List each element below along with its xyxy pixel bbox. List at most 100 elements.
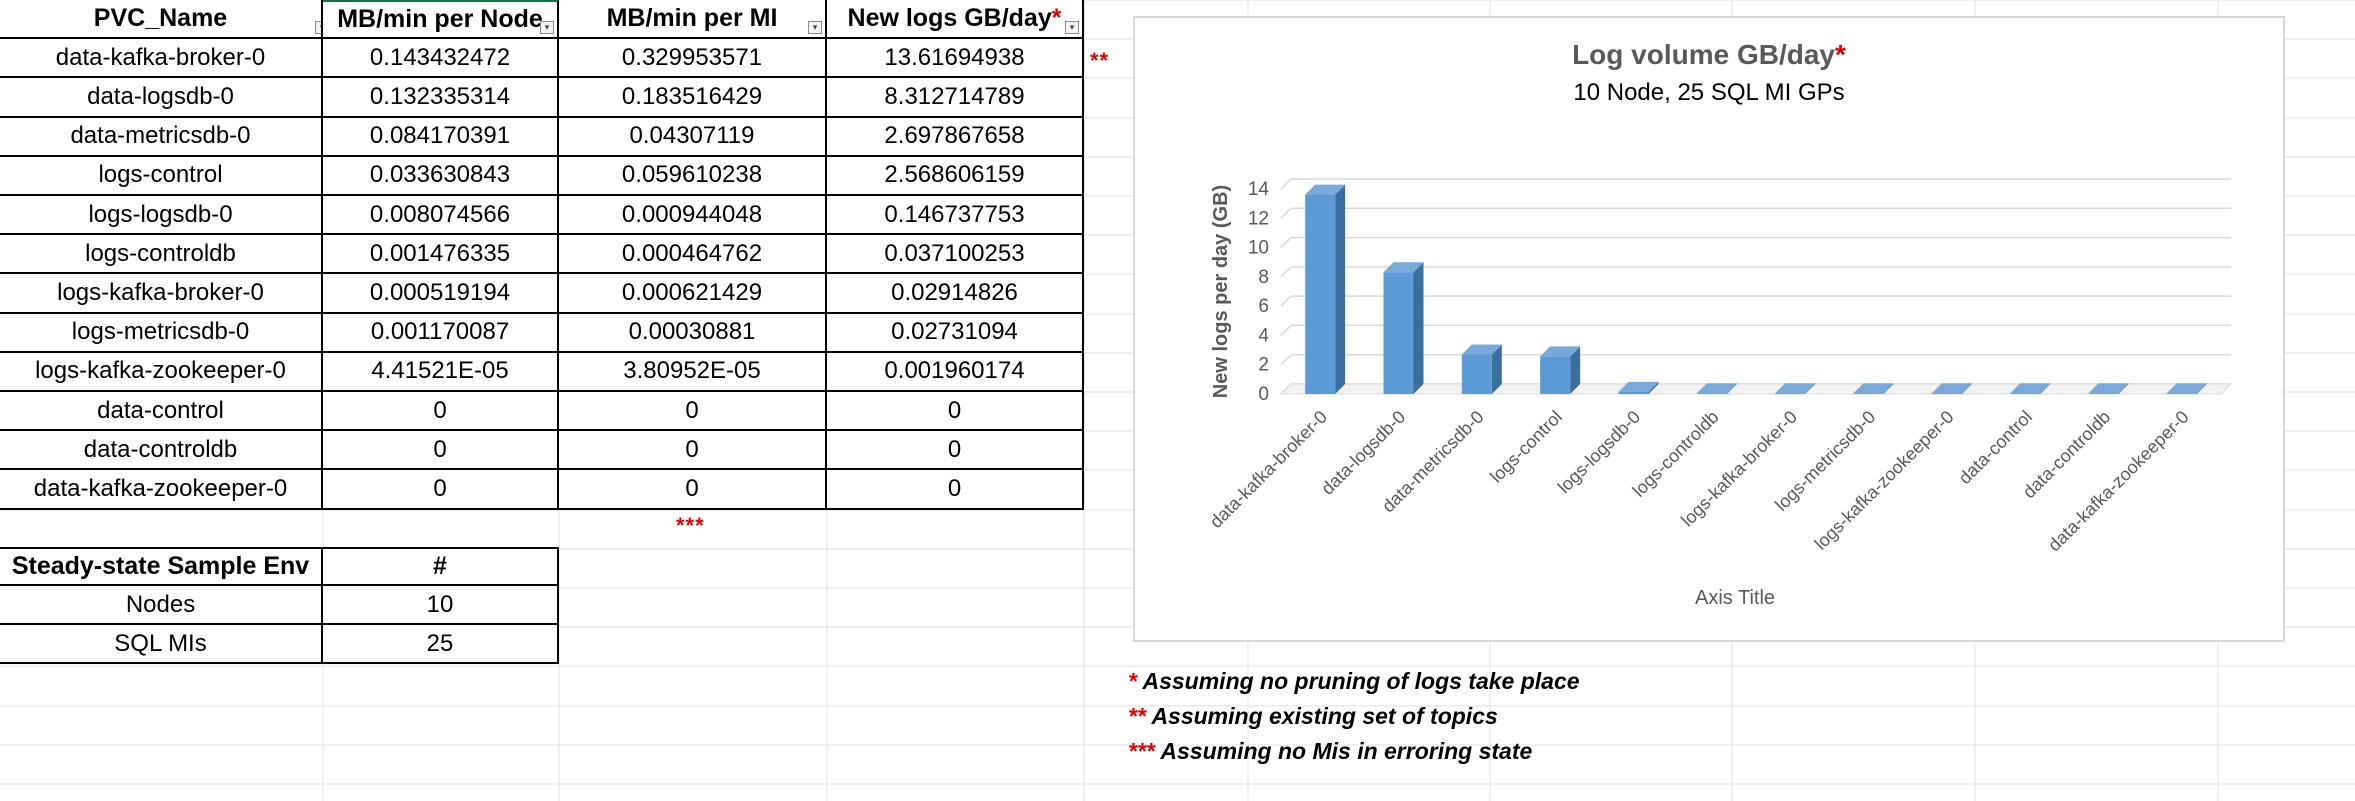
value-cell[interactable]: 8.312714789 <box>827 78 1084 118</box>
chart-floor <box>1279 383 2233 395</box>
value-cell[interactable]: 0.329953571 <box>559 39 827 79</box>
bar[interactable] <box>1540 346 1581 394</box>
col-header-3[interactable]: New logs GB/day * ▾ <box>827 0 1084 40</box>
bar-front <box>1540 356 1571 394</box>
value-cell[interactable]: 0.146737753 <box>827 196 1084 236</box>
value-cell[interactable]: 0 <box>827 470 1084 510</box>
bar-top <box>1775 383 1816 394</box>
pvc-name-cell[interactable]: data-metricsdb-0 <box>0 117 323 157</box>
pvc-name-cell[interactable]: logs-kafka-zookeeper-0 <box>0 352 323 392</box>
y-tick-label: 0 <box>1258 384 1269 405</box>
value-cell[interactable]: 0 <box>323 431 559 471</box>
bar[interactable] <box>1461 344 1502 394</box>
bar-front <box>1775 393 1806 394</box>
bar-top <box>1461 344 1502 355</box>
chart-canvas: Log volume GB/day* 10 Node, 25 SQL MI GPs… <box>1206 39 2233 609</box>
value-cell[interactable]: 0.037100253 <box>827 235 1084 275</box>
bar-top <box>1383 262 1424 273</box>
value-cell[interactable]: 0.008074566 <box>323 196 559 236</box>
pvc-name-cell[interactable]: logs-metricsdb-0 <box>0 313 323 353</box>
bar[interactable] <box>2088 383 2129 394</box>
value-cell[interactable]: 0.033630843 <box>323 156 559 196</box>
bar[interactable] <box>1618 381 1659 394</box>
value-cell[interactable]: 2.568606159 <box>827 156 1084 196</box>
env-cell[interactable]: SQL MIs <box>0 625 323 664</box>
filter-dropdown-icon[interactable]: ▾ <box>540 21 554 35</box>
note-2: ** Assuming existing set of topics <box>1128 703 1498 730</box>
pvc-name-cell[interactable]: logs-logsdb-0 <box>0 196 323 236</box>
bar[interactable] <box>1775 383 1816 394</box>
pvc-name-cell[interactable]: data-kafka-zookeeper-0 <box>0 470 323 510</box>
value-cell[interactable]: 4.41521E-05 <box>323 352 559 392</box>
col-header-1[interactable]: MB/min per Node ▾ <box>323 0 559 40</box>
env-cell[interactable]: 25 <box>323 625 559 664</box>
bar-front <box>1305 194 1336 394</box>
bar[interactable] <box>1931 383 1972 394</box>
bar-top <box>2010 383 2051 394</box>
gridline-diag <box>1280 324 1292 336</box>
x-category-label: data-kafka-zookeeper-0 <box>2044 407 2193 556</box>
note-1-stars: * <box>1128 668 1137 694</box>
filter-dropdown-icon[interactable]: ▾ <box>1065 21 1079 35</box>
bar-side <box>1726 383 1737 394</box>
bar-side <box>1883 383 1894 394</box>
env-header-cell[interactable]: Steady-state Sample Env <box>0 547 323 586</box>
pvc-name-cell[interactable]: data-kafka-broker-0 <box>0 39 323 79</box>
bar[interactable] <box>2166 383 2207 394</box>
value-cell[interactable]: 0 <box>559 431 827 471</box>
col-header-0[interactable]: PVC_Name ▾ <box>0 0 323 40</box>
bar[interactable] <box>2010 383 2051 394</box>
log-volume-chart[interactable]: Log volume GB/day* 10 Node, 25 SQL MI GPs… <box>1133 16 2285 642</box>
env-header-cell[interactable]: # <box>323 547 559 586</box>
pvc-name-cell[interactable]: logs-kafka-broker-0 <box>0 274 323 314</box>
pvc-name-cell[interactable]: data-control <box>0 392 323 432</box>
pvc-name-cell[interactable]: logs-controldb <box>0 235 323 275</box>
table-footnote-mark: *** <box>676 513 705 538</box>
value-cell[interactable]: 13.61694938 <box>827 39 1084 79</box>
value-cell[interactable]: 0.000519194 <box>323 274 559 314</box>
bar-side <box>1961 383 1972 394</box>
filter-dropdown-icon[interactable]: ▾ <box>315 21 321 35</box>
value-cell[interactable]: 0.04307119 <box>559 117 827 157</box>
bar[interactable] <box>1853 383 1894 394</box>
value-cell[interactable]: 0 <box>559 470 827 510</box>
col-header-label: MB/min per MI <box>606 4 778 33</box>
col-header-2[interactable]: MB/min per MI ▾ <box>559 0 827 40</box>
value-cell[interactable]: 0.001960174 <box>827 352 1084 392</box>
value-cell[interactable]: 0.001476335 <box>323 235 559 275</box>
value-cell[interactable]: 0.183516429 <box>559 78 827 118</box>
value-cell[interactable]: 2.697867658 <box>827 117 1084 157</box>
value-cell[interactable]: 0.000621429 <box>559 274 827 314</box>
value-cell[interactable]: 0.143432472 <box>323 39 559 79</box>
value-cell[interactable]: 0.02914826 <box>827 274 1084 314</box>
value-cell[interactable]: 0.132335314 <box>323 78 559 118</box>
bar-side <box>1805 383 1816 394</box>
value-cell[interactable]: 0 <box>323 392 559 432</box>
pvc-name-cell[interactable]: logs-control <box>0 156 323 196</box>
pvc-name-cell[interactable]: data-controldb <box>0 431 323 471</box>
value-cell[interactable]: 0.00030881 <box>559 313 827 353</box>
bar-front <box>2088 393 2119 394</box>
bar[interactable] <box>1696 383 1737 394</box>
value-cell[interactable]: 0 <box>559 392 827 432</box>
value-cell[interactable]: 0.000464762 <box>559 235 827 275</box>
bar-front <box>1461 354 1492 394</box>
bar[interactable] <box>1383 262 1424 394</box>
gridline-diag <box>1280 266 1292 278</box>
value-cell[interactable]: 0.000944048 <box>559 196 827 236</box>
x-category-label: logs-kafka-zookeeper-0 <box>1811 407 1958 554</box>
value-cell[interactable]: 0.001170087 <box>323 313 559 353</box>
value-cell[interactable]: 0.02731094 <box>827 313 1084 353</box>
env-cell[interactable]: 10 <box>323 586 559 625</box>
value-cell[interactable]: 0.059610238 <box>559 156 827 196</box>
env-cell[interactable]: Nodes <box>0 586 323 625</box>
pvc-name-cell[interactable]: data-logsdb-0 <box>0 78 323 118</box>
value-cell[interactable]: 0.084170391 <box>323 117 559 157</box>
bar[interactable] <box>1305 184 1346 394</box>
value-cell[interactable]: 3.80952E-05 <box>559 352 827 392</box>
note-3: *** Assuming no Mis in erroring state <box>1128 738 1532 765</box>
value-cell[interactable]: 0 <box>827 431 1084 471</box>
value-cell[interactable]: 0 <box>323 470 559 510</box>
filter-dropdown-icon[interactable]: ▾ <box>808 21 822 35</box>
value-cell[interactable]: 0 <box>827 392 1084 432</box>
